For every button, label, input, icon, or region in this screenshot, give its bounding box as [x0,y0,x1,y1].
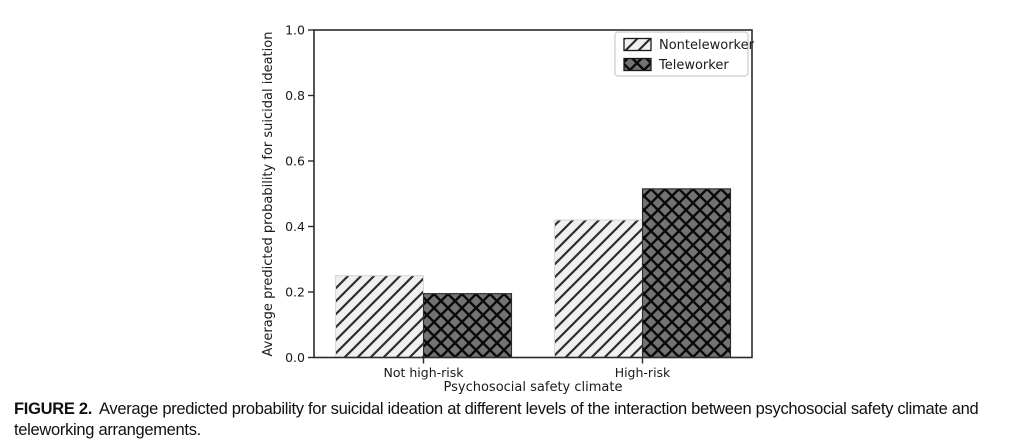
y-tick-label: 1.0 [285,22,305,37]
x-tick-label: High-risk [615,365,671,380]
figure-caption: FIGURE 2. Average predicted probability f… [14,399,1016,441]
legend-label-teleworker: Teleworker [658,58,729,73]
y-tick-label: 0.8 [285,88,305,103]
y-tick-label: 0.4 [285,219,305,234]
y-tick-label: 0.6 [285,153,305,168]
x-tick-label: Not high-risk [384,365,465,380]
bar-teleworker-high-risk [641,188,732,359]
y-tick-label: 0.2 [285,284,305,299]
legend-swatch-nonteleworker [623,37,652,52]
bar-nonteleworker-high-risk [553,219,644,359]
legend-swatch-teleworker [623,57,652,72]
figure-caption-text: Average predicted probability for suicid… [14,400,979,439]
bar-chart: 0.0 0.2 0.4 0.6 0.8 1.0 Not high-risk High-ris… [261,22,755,395]
figure-caption-label: FIGURE 2. [14,400,92,418]
y-axis: 0.0 0.2 0.4 0.6 0.8 1.0 [285,22,314,365]
bar-teleworker-not-high-risk [422,293,513,359]
x-axis: Not high-risk High-risk [384,357,671,380]
bars-group [334,188,732,359]
legend-label-nonteleworker: Nonteleworker [659,38,755,53]
x-axis-title: Psychosocial safety climate [444,380,623,395]
plot-frame [313,29,753,359]
y-tick-label: 0.0 [285,350,305,365]
legend: Nonteleworker Teleworker [614,31,755,77]
bar-nonteleworker-not-high-risk [334,275,425,359]
y-axis-title: Average predicted probability for suicid… [261,32,276,357]
